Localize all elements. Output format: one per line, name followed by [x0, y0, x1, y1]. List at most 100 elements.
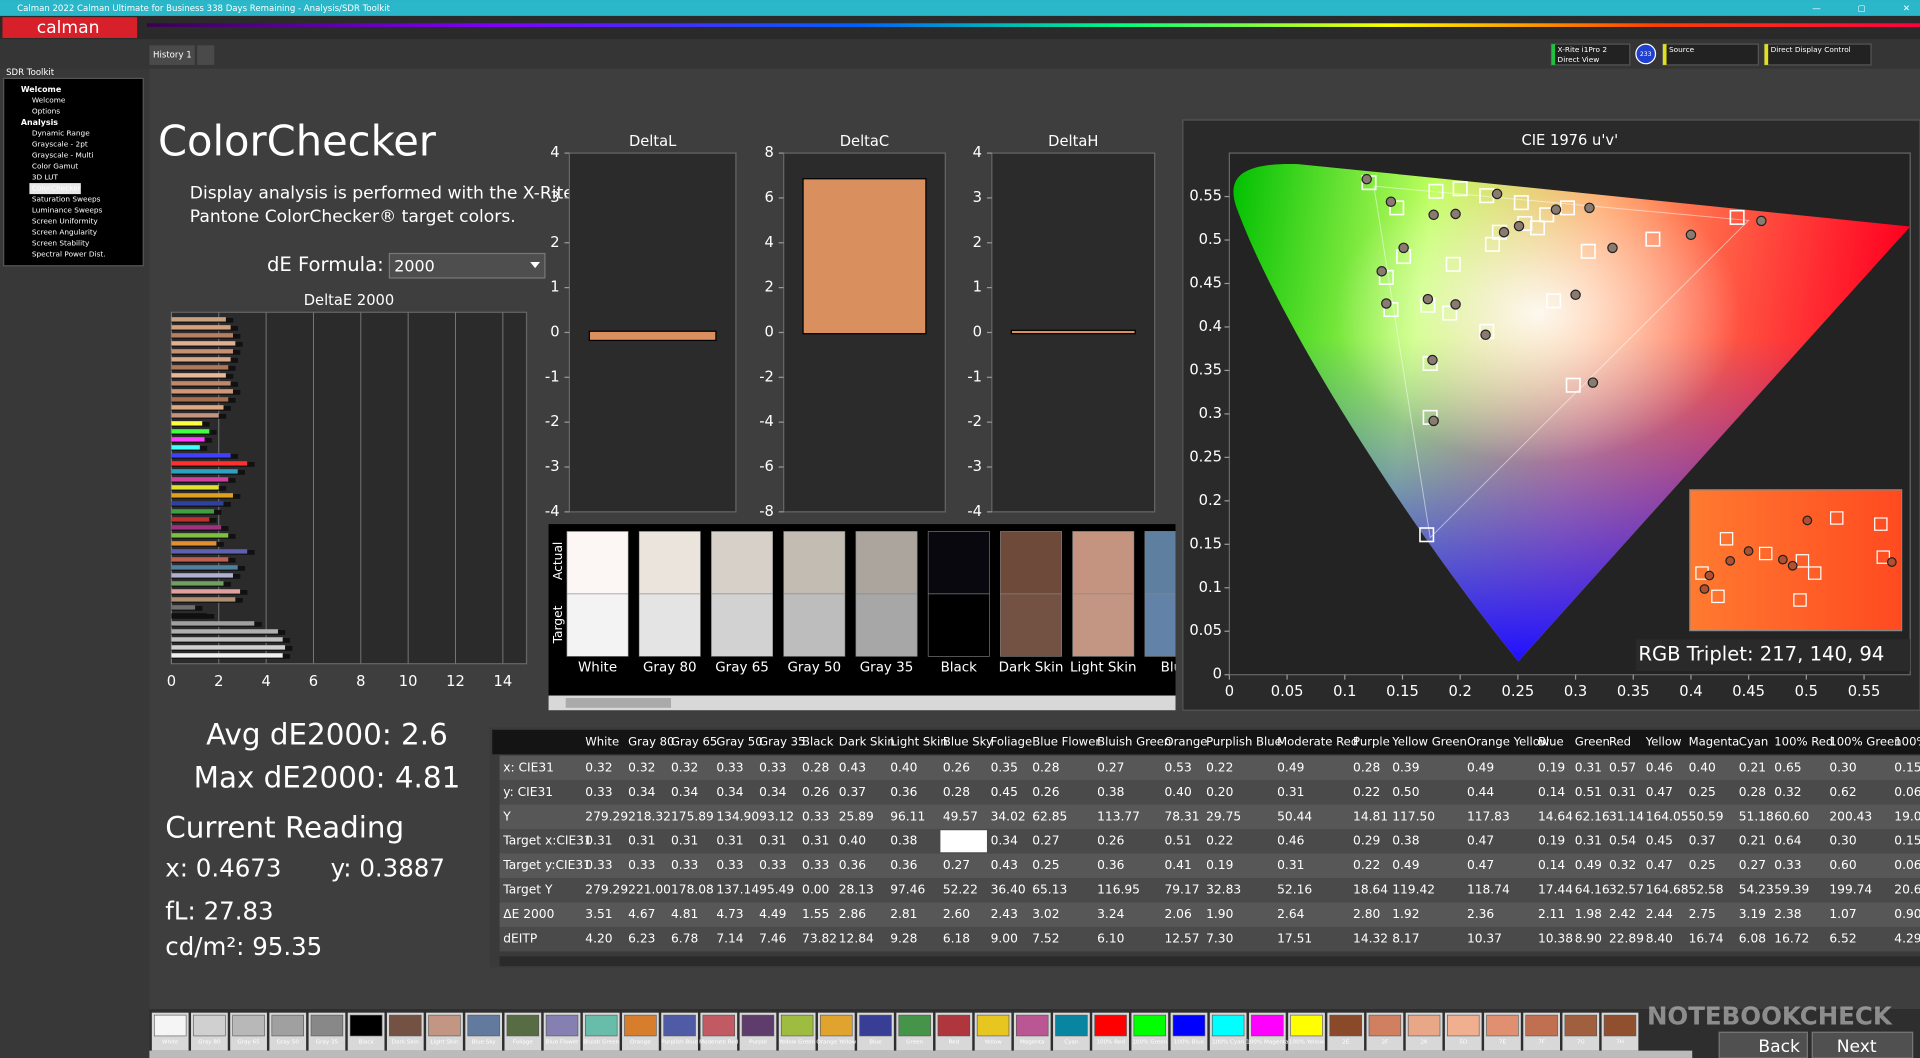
table-cell: 0.26 — [1097, 834, 1124, 848]
tree-item[interactable]: ColorChecker — [32, 184, 82, 193]
tree-item[interactable]: Spectral Power Dist. — [32, 250, 106, 259]
tree-item[interactable]: Saturation Sweeps — [32, 195, 101, 204]
target-marker — [1546, 293, 1562, 309]
scrollbar-thumb[interactable] — [565, 697, 672, 708]
zoom-marker — [1795, 554, 1810, 568]
bar — [171, 645, 286, 650]
y-tick-label: 4 — [550, 144, 559, 161]
table-cell: 4.20 — [585, 932, 612, 946]
actual-marker — [1570, 289, 1581, 301]
patch-color — [624, 1014, 657, 1037]
y-tick-label: -2 — [759, 368, 774, 385]
tree-item[interactable]: Dynamic Range — [32, 128, 90, 137]
patch-color — [389, 1014, 422, 1037]
y-tick-label: 0.4 — [1199, 318, 1222, 335]
table-cell: 52.16 — [1277, 883, 1312, 897]
table-cell: 1.98 — [1575, 907, 1602, 921]
tree-item[interactable]: Grayscale - Multi — [32, 151, 94, 160]
row-label: y: CIE31 — [503, 785, 553, 799]
swatch-row-label: Actual — [551, 542, 565, 580]
column-header: 100% Green — [1829, 735, 1901, 749]
tree-item[interactable]: Color Gamut — [32, 162, 78, 171]
table-cell: 64.16 — [1575, 883, 1610, 897]
patch-label: Gray 65 — [237, 1040, 260, 1046]
patch-color — [271, 1014, 304, 1037]
x-tick-label: 0.4 — [1679, 683, 1702, 700]
logo-box[interactable] — [2, 17, 138, 38]
patch-label: Magenta — [1020, 1040, 1045, 1046]
table-cell: 0.47 — [1646, 785, 1673, 799]
patch-label: Orange — [630, 1040, 651, 1046]
tab[interactable] — [149, 45, 195, 65]
tree-item[interactable]: Screen Angularity — [32, 228, 98, 237]
table-cell: 0.35 — [991, 760, 1018, 774]
column-header: Yellow — [1645, 735, 1682, 749]
table-cell: 62.85 — [1032, 809, 1067, 823]
zoom-marker — [1725, 555, 1736, 566]
patch-label: 100% Blue — [1174, 1040, 1205, 1046]
patch-color — [1329, 1014, 1362, 1037]
table-cell: 93.12 — [759, 809, 794, 823]
bar — [171, 349, 233, 354]
patch-label: 7E — [1499, 1040, 1507, 1046]
table-cell: 164.68 — [1646, 883, 1689, 897]
tree-item[interactable]: Screen Stability — [32, 239, 90, 248]
y-tick-label: 0 — [1213, 666, 1222, 683]
table-cell: 3.24 — [1097, 907, 1124, 921]
patch-color — [467, 1014, 500, 1037]
bar — [171, 621, 255, 626]
x-tick-label: 0 — [1225, 683, 1234, 700]
tree-item[interactable]: Welcome — [32, 95, 66, 104]
window-control[interactable]: ✕ — [1903, 4, 1910, 14]
row-label: x: CIE31 — [503, 760, 554, 774]
window-control[interactable]: — — [1812, 4, 1821, 14]
tree-group[interactable]: Analysis — [21, 118, 58, 127]
tree-item[interactable]: 3D LUT — [32, 173, 59, 182]
column-header: Yellow Green — [1391, 735, 1467, 749]
table-cell: 51.18 — [1739, 809, 1774, 823]
table-cell: 0.27 — [1739, 858, 1766, 872]
patch-label: 5D — [1459, 1040, 1467, 1046]
chart-title: DeltaH — [1048, 133, 1098, 150]
patch-color — [1133, 1014, 1167, 1037]
tree-item[interactable]: Grayscale - 2pt — [32, 140, 88, 149]
actual-marker — [1422, 293, 1434, 305]
window-control[interactable]: ▢ — [1858, 4, 1866, 14]
y-tick-label: 1 — [550, 279, 559, 296]
next-button[interactable] — [1811, 1031, 1914, 1058]
zoom-marker — [1807, 566, 1822, 580]
x-tick-label: 8 — [356, 673, 365, 690]
tree-item[interactable]: Options — [32, 106, 60, 115]
cell-selection[interactable] — [940, 830, 987, 853]
table-cell: 7.14 — [716, 932, 743, 946]
table-scrollbar — [499, 956, 1920, 967]
patch-label: 2K — [1420, 1040, 1428, 1046]
table-cell: 2.06 — [1164, 907, 1191, 921]
tree-item[interactable]: Screen Uniformity — [32, 217, 99, 226]
tab-add[interactable] — [197, 45, 215, 65]
tree-group[interactable]: Welcome — [21, 85, 61, 94]
tree-item[interactable]: Luminance Sweeps — [32, 206, 103, 215]
bar — [171, 477, 229, 482]
table-cell: 0.14 — [1538, 785, 1565, 799]
patch-label: 2F — [1381, 1040, 1388, 1046]
actual-marker — [1513, 220, 1525, 232]
formula-dropdown[interactable] — [388, 252, 546, 279]
column-header: Bluish Green — [1097, 735, 1171, 749]
table-cell: 1.90 — [1206, 907, 1233, 921]
plot-area — [170, 311, 528, 665]
table-cell: 0.32 — [585, 760, 612, 774]
table-cell: 14.81 — [1353, 809, 1388, 823]
table-cell: 0.28 — [1739, 785, 1766, 799]
x-tick-label: 4 — [261, 673, 270, 690]
sidebar-title: SDR Toolkit — [6, 68, 55, 78]
bar — [171, 549, 248, 554]
table-cell: 2.44 — [1646, 907, 1673, 921]
table-cell: 0.31 — [1277, 858, 1304, 872]
table-cell: 0.50 — [1392, 785, 1419, 799]
patch-color — [1055, 1014, 1088, 1037]
column-header: Blue — [1538, 735, 1564, 749]
table-row — [499, 853, 1920, 878]
bar — [171, 581, 224, 586]
table-cell: 0.30 — [1829, 834, 1856, 848]
